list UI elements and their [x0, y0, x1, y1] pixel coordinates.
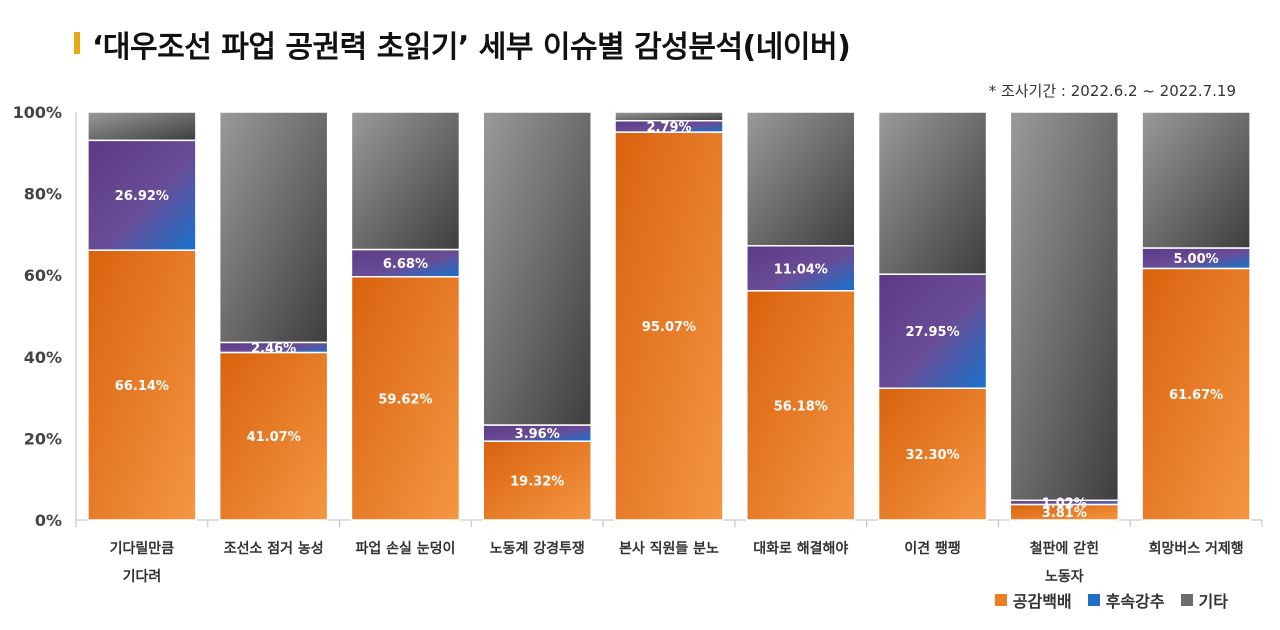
bar-segment [350, 248, 461, 278]
x-tick-label: 조선소 점거 농성 [224, 540, 324, 557]
legend-label: 공감백배 [1012, 592, 1072, 611]
data-label: 11.04% [774, 262, 828, 277]
legend-swatch-orange [994, 594, 1007, 606]
data-label: 27.95% [905, 325, 959, 340]
x-tick-label: 노동계 강경투쟁 [490, 540, 585, 557]
bar-segment [1009, 111, 1120, 502]
x-tick-label: 이견 팽팽 [904, 540, 960, 557]
legend-swatch-blue [1087, 594, 1100, 606]
x-tick-label: 본사 직원들 분노 [619, 540, 719, 557]
data-label: 59.62% [378, 392, 432, 407]
bar-segment [877, 111, 988, 275]
bar-segment [350, 111, 461, 251]
x-tick-label: 기다릴만큼 [110, 541, 175, 557]
survey-period-note: * 조사기간 : 2022.6.2 ~ 2022.7.19 [988, 82, 1236, 100]
legend-label: 기타 [1198, 592, 1228, 611]
legend-item: 후속강추 [1087, 588, 1165, 612]
x-tick-label: 파업 손실 눈덩이 [355, 540, 455, 557]
data-label: 2.46% [251, 341, 296, 356]
x-tick-label: 희망버스 거제행 [1149, 540, 1244, 557]
y-tick-label: 100% [13, 103, 62, 122]
bar-segment [614, 111, 724, 122]
data-label: 5.00% [1174, 252, 1219, 267]
bar-segment [746, 290, 856, 521]
data-label: 61.67% [1169, 388, 1223, 403]
bar-segment [218, 351, 329, 521]
title-accent-bar [74, 32, 80, 54]
data-label: 3.81% [1042, 506, 1087, 521]
y-tick-label: 40% [24, 348, 62, 367]
bar-segment [87, 111, 197, 142]
y-tick-label: 60% [24, 266, 62, 285]
bar-segment [746, 244, 856, 292]
y-tick-label: 80% [24, 185, 62, 204]
legend-item: 공감백배 [994, 588, 1072, 612]
bar-segment [1141, 267, 1251, 521]
bar-segment [87, 139, 197, 251]
data-label: 41.07% [247, 430, 301, 445]
bar-segment [350, 276, 461, 521]
data-label: 1.02% [1042, 496, 1087, 511]
chart-title: ‘대우조선 파업 공권력 초읽기’ 세부 이슈별 감성분석(네이버) [92, 30, 851, 65]
x-tick-label: 기다려 [123, 568, 162, 585]
bar-segment [746, 111, 856, 247]
y-tick-label: 20% [24, 429, 62, 448]
bar-segment [218, 111, 329, 344]
x-tick-label: 대화로 해결해야 [753, 540, 848, 557]
bar-segment [877, 273, 988, 389]
data-label: 26.92% [115, 189, 169, 204]
legend-item: 기타 [1180, 588, 1228, 612]
data-label: 66.14% [115, 379, 169, 394]
bar-segment [87, 249, 197, 521]
x-tick-label: 노동자 [1045, 569, 1084, 585]
data-label: 95.07% [642, 320, 696, 335]
data-label: 6.68% [383, 257, 428, 272]
bar-segment [614, 131, 724, 521]
legend: 공감백배 후속강추 기타 [994, 588, 1228, 612]
bar-segment [1141, 111, 1251, 249]
data-label: 3.96% [515, 427, 560, 442]
bar-segment [482, 440, 592, 521]
data-label: 56.18% [774, 399, 828, 414]
x-tick-label: 철판에 갇힌 [1030, 540, 1099, 557]
data-label: 2.79% [646, 120, 691, 135]
bar-segment [877, 387, 988, 521]
legend-label: 후속강추 [1105, 592, 1165, 611]
legend-swatch-gray [1180, 594, 1193, 606]
y-tick-label: 0% [35, 511, 62, 530]
data-label: 32.30% [905, 448, 959, 463]
bar-segment [482, 111, 592, 426]
data-label: 19.32% [510, 475, 564, 490]
